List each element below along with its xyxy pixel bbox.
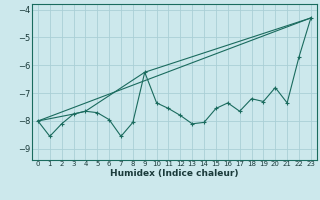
X-axis label: Humidex (Indice chaleur): Humidex (Indice chaleur) — [110, 169, 239, 178]
